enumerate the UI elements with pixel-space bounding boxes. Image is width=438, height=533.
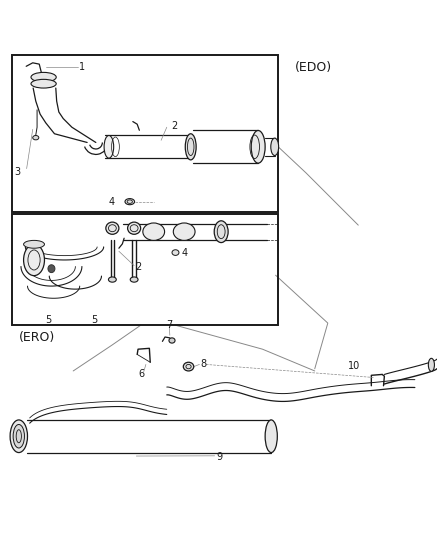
- Ellipse shape: [106, 222, 119, 235]
- Ellipse shape: [24, 240, 45, 248]
- Bar: [12, 214, 278, 325]
- Text: (EDO): (EDO): [295, 61, 332, 74]
- Ellipse shape: [265, 420, 277, 453]
- Ellipse shape: [172, 250, 179, 255]
- Ellipse shape: [109, 277, 116, 282]
- Ellipse shape: [184, 362, 194, 371]
- Text: (ERO): (ERO): [19, 331, 55, 344]
- Ellipse shape: [13, 424, 25, 448]
- Text: 5: 5: [92, 314, 98, 325]
- Text: 4: 4: [182, 247, 188, 257]
- Ellipse shape: [104, 135, 114, 158]
- Ellipse shape: [127, 222, 141, 235]
- Ellipse shape: [130, 277, 138, 282]
- Text: 10: 10: [348, 361, 360, 371]
- Text: 1: 1: [79, 62, 85, 72]
- Ellipse shape: [173, 223, 195, 240]
- Ellipse shape: [10, 420, 28, 453]
- Text: 8: 8: [201, 359, 207, 369]
- Ellipse shape: [48, 265, 55, 272]
- Text: 9: 9: [217, 452, 223, 462]
- Text: 7: 7: [166, 320, 172, 330]
- Ellipse shape: [251, 131, 265, 163]
- Text: 5: 5: [45, 314, 51, 325]
- Bar: [12, 55, 278, 212]
- Text: 4: 4: [109, 197, 115, 207]
- Ellipse shape: [214, 221, 228, 243]
- Ellipse shape: [31, 72, 56, 82]
- Ellipse shape: [31, 79, 56, 88]
- Text: 6: 6: [138, 369, 145, 379]
- Ellipse shape: [169, 338, 175, 343]
- Ellipse shape: [143, 223, 165, 240]
- Ellipse shape: [185, 134, 196, 160]
- Ellipse shape: [24, 244, 45, 276]
- Text: 3: 3: [14, 167, 21, 176]
- Text: 2: 2: [171, 122, 177, 131]
- Ellipse shape: [428, 358, 434, 372]
- Ellipse shape: [271, 138, 279, 156]
- Ellipse shape: [125, 199, 134, 205]
- Ellipse shape: [33, 135, 39, 140]
- Text: 2: 2: [135, 262, 141, 271]
